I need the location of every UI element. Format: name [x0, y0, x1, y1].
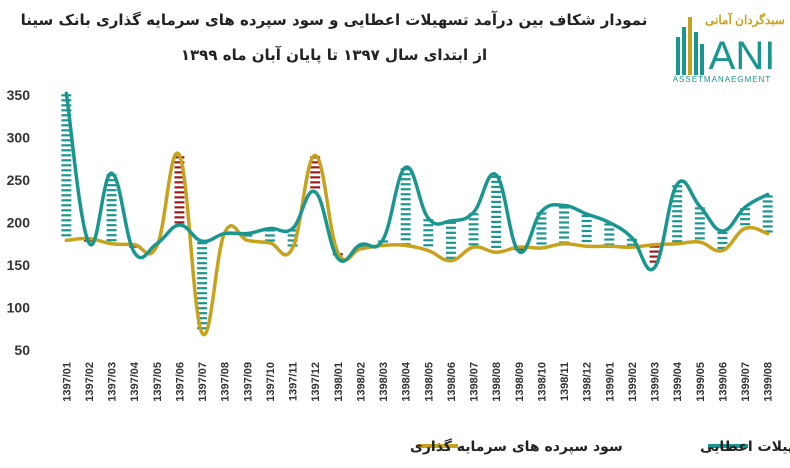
x-tick-label: 1398/09	[514, 362, 526, 402]
y-tick-label: 100	[7, 300, 31, 316]
x-tick-label: 1397/12	[310, 362, 322, 402]
gap-bar	[61, 94, 72, 237]
legend-label-deposit-interest: سود سپرده های سرمایه گذاری	[410, 438, 623, 455]
gap-bar	[604, 223, 615, 246]
legend: درآمد تسهیلات اعطایی سود سپرده های سرمای…	[410, 437, 790, 455]
y-tick-label: 50	[14, 342, 30, 358]
gap-bar	[400, 168, 411, 246]
gap-bar	[762, 195, 773, 233]
gap-bar	[445, 221, 456, 259]
x-tick-label: 1398/08	[491, 362, 503, 402]
y-tick-label: 350	[7, 87, 31, 103]
series-line-deposit-interest	[64, 151, 770, 337]
gap-bar	[197, 242, 208, 330]
x-tick-label: 1398/02	[355, 362, 367, 402]
x-tick-label: 1399/02	[627, 362, 639, 402]
x-tick-label: 1399/08	[763, 362, 775, 402]
gap-bar	[264, 229, 275, 242]
chart-subtitle: از ابتدای سال ۱۳۹۷ تا پایان آبان ماه ۱۳۹…	[181, 46, 487, 65]
y-tick-label: 250	[7, 172, 31, 188]
chart-title: نمودار شکاف بین درآمد تسهیلات اعطایی و س…	[21, 11, 648, 30]
logo-bars-icon	[676, 17, 704, 75]
gap-bar	[717, 231, 728, 250]
logo-main-text: ANI	[709, 34, 776, 78]
x-tick-label: 1397/01	[61, 362, 73, 402]
x-tick-label: 1397/02	[84, 362, 96, 402]
gap-hatching	[61, 94, 773, 330]
x-tick-label: 1397/06	[174, 362, 186, 402]
gap-bar	[491, 175, 502, 248]
x-tick-label: 1399/03	[650, 362, 662, 402]
x-tick-label: 1397/11	[288, 362, 300, 401]
logo-sub-text: ASSETMANAEGMENT	[673, 75, 772, 84]
legend-label-loan-income: درآمد تسهیلات اعطایی	[700, 437, 790, 455]
x-tick-label: 1398/03	[378, 362, 390, 402]
company-logo: سبدگردان آمانی ANI ASSETMANAEGMENT	[673, 11, 785, 84]
x-axis-ticks: 1397/01 1397/02 1397/03 1397/04 1397/05 1397/…	[61, 361, 774, 402]
x-tick-label: 1398/04	[401, 361, 413, 402]
gap-bar	[106, 174, 117, 242]
x-tick-label: 1397/07	[197, 362, 209, 402]
x-tick-label: 1397/08	[220, 362, 232, 402]
x-tick-label: 1398/11	[559, 362, 571, 401]
logo-top-text: سبدگردان آمانی	[705, 11, 785, 28]
y-tick-label: 150	[7, 257, 31, 273]
gap-bar	[559, 206, 570, 244]
x-tick-label: 1399/05	[695, 362, 707, 402]
gap-bar	[423, 219, 434, 247]
x-tick-label: 1398/01	[333, 362, 345, 402]
y-axis-ticks: 50 100 150 200 250 300 350	[7, 87, 31, 358]
x-tick-label: 1397/05	[152, 362, 164, 402]
gap-bar	[468, 213, 479, 246]
x-tick-label: 1398/07	[469, 362, 481, 402]
x-tick-label: 1397/04	[129, 361, 141, 402]
series-line-loan-income	[64, 91, 770, 272]
y-tick-label: 200	[7, 215, 31, 231]
series-lines	[64, 91, 770, 337]
x-tick-label: 1399/04	[672, 361, 684, 402]
x-tick-label: 1398/05	[423, 362, 435, 402]
x-tick-label: 1399/01	[604, 362, 616, 402]
x-tick-label: 1398/06	[446, 362, 458, 402]
y-tick-label: 300	[7, 130, 31, 146]
gap-bar	[581, 214, 592, 243]
x-tick-label: 1397/10	[265, 362, 277, 402]
x-tick-label: 1398/12	[582, 362, 594, 402]
x-tick-label: 1399/07	[740, 362, 752, 402]
x-tick-label: 1397/09	[242, 362, 254, 402]
x-tick-label: 1397/03	[107, 362, 119, 402]
x-tick-label: 1399/06	[717, 362, 729, 402]
x-tick-label: 1398/10	[536, 362, 548, 402]
